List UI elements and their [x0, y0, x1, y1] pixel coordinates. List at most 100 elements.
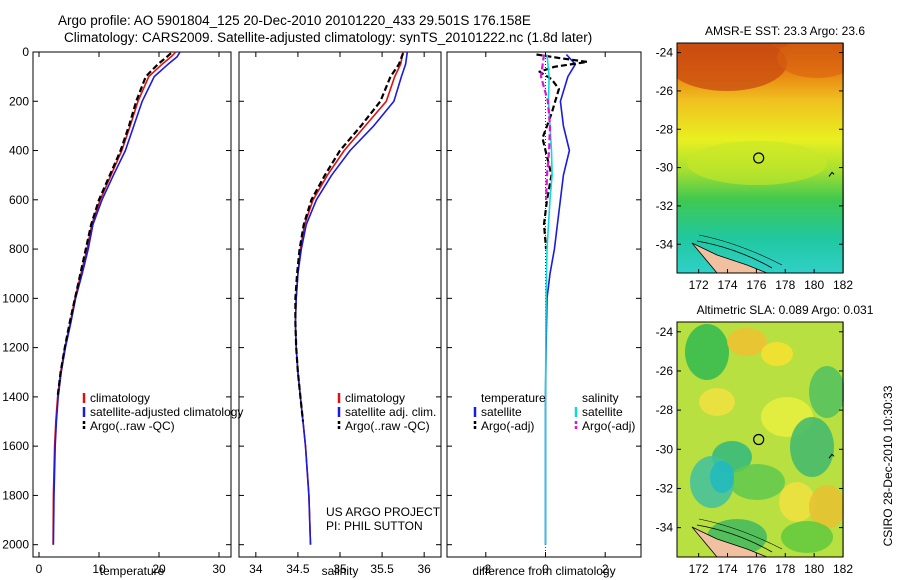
map-x-tick-label: 174 — [718, 278, 738, 292]
map-y-tick-label: -34 — [656, 237, 674, 251]
legend-argo-label: Argo(..raw -QC) — [90, 419, 175, 433]
warm-patch — [677, 43, 787, 91]
legend-climatology-label: climatology — [345, 391, 405, 405]
map-y-tick-label: -26 — [656, 364, 674, 378]
x-tick-label: 35 — [333, 562, 347, 576]
sla-anomaly — [790, 417, 834, 477]
map-x-tick-label: 172 — [689, 278, 709, 292]
map-panel-2: Altimetric SLA: 0.089 Argo: 0.031 172 174 1… — [656, 303, 874, 576]
argo-position-marker — [753, 152, 765, 164]
island-mark — [828, 453, 835, 459]
contour-line — [696, 524, 773, 553]
contour-line — [696, 240, 773, 269]
y-tick-label: 600 — [9, 193, 29, 207]
map-frame — [676, 42, 844, 274]
profile-panel-1: 0 10 20 30 0 200 400 600 800 1000 1200 1400 1600 1800… — [2, 45, 232, 578]
timestamp-label: CSIRO 28-Dec-2010 10:30:33 — [881, 385, 895, 546]
profile-panel-2: 34 34.5 35 35.5 36 salinity — [238, 51, 442, 578]
y-tick-label: 1000 — [2, 291, 29, 305]
x-axis-label: salinity — [322, 564, 359, 578]
x-tick-label: 20 — [152, 562, 166, 576]
island-mark — [828, 171, 835, 177]
x-tick-label: 2 — [602, 562, 609, 576]
x-tick-label: 35.5 — [370, 562, 394, 576]
legend-temp-argo-label: Argo(-adj) — [481, 419, 534, 433]
panel-frame — [32, 51, 232, 558]
panel-frame — [446, 51, 642, 558]
land-coast — [691, 242, 768, 273]
map-y-tick-label: -32 — [656, 481, 674, 495]
map-y-tick-label: -24 — [656, 325, 674, 339]
series-line-argo-raw-qc- — [56, 52, 172, 398]
map-x-tick-label: 178 — [775, 278, 795, 292]
x-tick-label: 30 — [212, 562, 226, 576]
y-tick-label: 2000 — [2, 538, 29, 552]
legend-argo-label: Argo(..raw -QC) — [345, 419, 430, 433]
map-y-tick-label: -28 — [656, 122, 674, 136]
series-line-satellite-adj-clim- — [294, 51, 409, 545]
map-y-tick-label: -30 — [656, 442, 674, 456]
legend-satellite-adj-label: satellite adj. clim. — [345, 405, 436, 419]
y-tick-label: 200 — [9, 94, 29, 108]
x-axis-label: difference from climatology — [472, 564, 615, 578]
x-tick-label: 34 — [249, 562, 263, 576]
sla-anomaly — [761, 342, 793, 366]
map-x-tick-label: 176 — [746, 562, 766, 576]
sla-anomaly — [809, 485, 844, 529]
legend-temp-satellite-label: satellite — [481, 405, 522, 419]
x-tick-label: 10 — [92, 562, 106, 576]
map-x-tick-label: 172 — [689, 562, 709, 576]
sla-anomaly — [781, 521, 833, 553]
map-y-tick-label: -24 — [656, 46, 674, 60]
map-y-tick-label: -32 — [656, 199, 674, 213]
figure-title: Argo profile: AO 5901804_125 20-Dec-2010… — [0, 0, 640, 50]
legend-sal-argo-label: Argo(-adj) — [582, 419, 635, 433]
series-line-salinity-argo-adj- — [539, 54, 552, 200]
sla-anomaly — [685, 324, 729, 380]
series-line-temperature-argo-adj- — [536, 53, 589, 250]
y-tick-label: 1400 — [2, 390, 29, 404]
y-tick-label: 400 — [9, 144, 29, 158]
x-tick-label: 34.5 — [286, 562, 310, 576]
map-y-tick-label: -28 — [656, 403, 674, 417]
x-tick-label: 0 — [542, 562, 549, 576]
map-panel-1: AMSR-E SST: 23.3 Argo: 23.6 172 174 176 178 1… — [656, 24, 866, 292]
map-x-tick-label: 182 — [833, 562, 853, 576]
warm-patch — [777, 43, 844, 78]
series-line-satellite-adjusted-climatology — [52, 51, 181, 545]
legend-climatology-label: climatology — [90, 391, 150, 405]
sla-anomaly — [729, 464, 785, 500]
legend-sal-satellite-label: satellite — [582, 405, 623, 419]
y-tick-label: 1800 — [2, 488, 29, 502]
sla-anomaly — [710, 461, 734, 493]
map-title: Altimetric SLA: 0.089 Argo: 0.031 — [697, 303, 874, 317]
panel-frame — [238, 51, 442, 558]
series-line-argo-raw-qc- — [294, 52, 405, 422]
sla-anomaly — [809, 366, 844, 418]
map-x-tick-label: 178 — [775, 562, 795, 576]
sla-anomaly — [699, 388, 735, 416]
map-field — [677, 43, 844, 273]
argo-position-marker — [753, 433, 765, 446]
legend-sal-heading: salinity — [582, 391, 619, 405]
contour-line — [698, 518, 783, 550]
map-frame — [676, 321, 844, 558]
map-y-tick-label: -34 — [656, 521, 674, 535]
map-y-tick-label: -30 — [656, 161, 674, 175]
legend-temp-heading: temperature — [481, 391, 546, 405]
legend-satellite-adjusted-label: satellite-adjusted climatology — [90, 405, 243, 419]
map-title: AMSR-E SST: 23.3 Argo: 23.6 — [705, 24, 865, 38]
map-field — [677, 322, 844, 557]
land-coast — [691, 526, 768, 557]
y-tick-label: 800 — [9, 242, 29, 256]
x-tick-label: -2 — [480, 562, 491, 576]
map-x-tick-label: 174 — [718, 562, 738, 576]
contour-line — [698, 234, 783, 266]
legend-difference-panel: temperaturesatelliteArgo(-adj)salinitysa… — [473, 391, 635, 433]
x-axis-label: temperature — [100, 564, 165, 578]
x-tick-label: 36 — [417, 562, 431, 576]
